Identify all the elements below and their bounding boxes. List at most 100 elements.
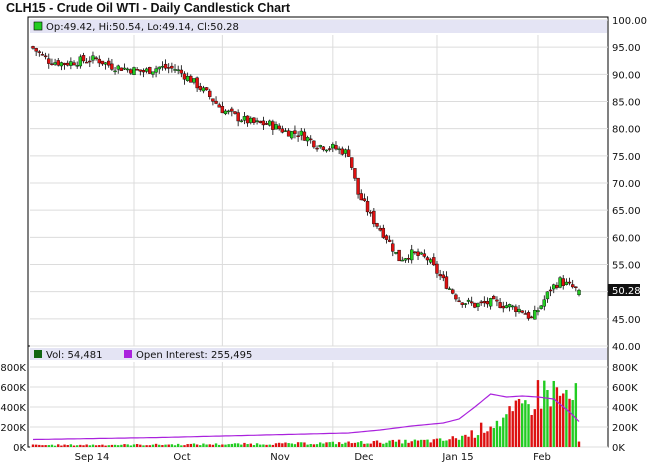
candle-body xyxy=(125,68,130,71)
candle-body xyxy=(239,120,244,123)
candle-body xyxy=(346,149,351,157)
last-price-label: 50.28 xyxy=(612,286,641,297)
candle-body xyxy=(312,140,316,148)
volume-bar xyxy=(120,444,123,447)
volume-bar xyxy=(255,443,259,447)
volume-bar xyxy=(265,444,268,447)
candle-body xyxy=(233,111,237,114)
volume-bar xyxy=(476,435,480,447)
volume-bar xyxy=(397,439,401,447)
candle-body xyxy=(245,115,250,124)
candle-body xyxy=(204,87,209,91)
volume-bar xyxy=(173,445,177,447)
price-tick-label: 75.00 xyxy=(612,152,641,163)
candle-body xyxy=(368,212,373,214)
volume-tick-label-right: 200K xyxy=(612,423,638,434)
volume-bar xyxy=(454,438,458,447)
candle-body xyxy=(375,223,379,227)
volume-bar xyxy=(483,432,486,447)
volume-bar xyxy=(322,443,325,447)
candle-body xyxy=(469,301,474,304)
candle-body xyxy=(255,120,259,122)
volume-bar xyxy=(565,389,568,447)
candle-body xyxy=(529,316,534,319)
candle-body xyxy=(495,299,499,302)
volume-bar xyxy=(199,445,202,447)
volume-bar xyxy=(230,443,234,447)
volume-bar xyxy=(325,442,328,447)
volume-bar xyxy=(60,445,63,447)
date-tick-label: Nov xyxy=(270,452,290,463)
volume-bar xyxy=(284,442,287,447)
date-tick-label: Jan 15 xyxy=(441,452,473,463)
candle-body xyxy=(542,299,546,307)
volume-bar xyxy=(161,445,164,447)
candle-body xyxy=(277,125,281,130)
volume-bar xyxy=(331,441,335,447)
candle-body xyxy=(151,71,155,75)
volume-bar xyxy=(473,437,477,447)
volume-bar xyxy=(243,442,246,447)
candle-body xyxy=(132,67,136,76)
volume-bar xyxy=(502,417,505,447)
volume-bar xyxy=(186,444,189,447)
candle-body xyxy=(305,137,310,142)
candle-body xyxy=(403,258,408,261)
candle-body xyxy=(179,69,184,74)
volume-bar xyxy=(530,414,533,447)
candle-body xyxy=(394,252,398,254)
candle-body xyxy=(189,75,193,83)
volume-bar xyxy=(145,445,148,447)
candle-body xyxy=(391,243,395,252)
volume-bar xyxy=(429,442,432,447)
candle-body xyxy=(271,121,275,130)
candle-body xyxy=(567,281,572,284)
candle-body xyxy=(337,148,341,151)
volume-bar xyxy=(82,445,85,447)
volume-bar xyxy=(129,445,133,447)
volume-tick-label-right: 0K xyxy=(612,443,625,454)
volume-legend-text: Vol: 54,481 xyxy=(46,350,103,361)
candle-body xyxy=(570,284,575,288)
candle-body xyxy=(302,131,307,141)
candle-body xyxy=(195,77,199,89)
price-tick-label: 90.00 xyxy=(612,70,641,81)
volume-bar xyxy=(369,443,372,447)
volume-bar xyxy=(508,406,511,447)
price-tick-label: 65.00 xyxy=(612,206,641,217)
volume-bar xyxy=(438,438,442,447)
price-panel-frame xyxy=(27,16,609,347)
candle-body xyxy=(173,69,177,71)
candle-body xyxy=(422,253,427,257)
candle-body xyxy=(485,301,490,305)
candle-body xyxy=(91,55,95,61)
volume-bar xyxy=(337,442,341,447)
candle-body xyxy=(75,65,79,67)
volume-bar xyxy=(407,442,410,447)
candle-body xyxy=(69,61,73,66)
volume-bar xyxy=(435,438,439,447)
volume-bar xyxy=(539,408,543,447)
volume-bar xyxy=(461,435,464,447)
candle-body xyxy=(261,120,266,126)
volume-bar xyxy=(416,440,420,447)
candle-body xyxy=(236,112,240,122)
candle-body xyxy=(318,145,322,148)
volume-bar xyxy=(180,445,183,447)
volume-bar xyxy=(72,445,76,447)
candle-body xyxy=(160,65,165,68)
volume-bar xyxy=(101,444,104,447)
volume-bar xyxy=(457,439,461,447)
candle-body xyxy=(514,306,518,313)
volume-bar xyxy=(281,443,284,447)
candle-body xyxy=(107,60,111,66)
candle-body xyxy=(144,68,149,72)
volume-bar xyxy=(486,431,489,447)
price-tick-label: 45.00 xyxy=(612,315,641,326)
volume-bar xyxy=(249,443,252,447)
candle-body xyxy=(327,148,332,150)
volume-bar xyxy=(353,442,357,447)
last-price-marker xyxy=(608,284,640,296)
volume-tick-label-right: 400K xyxy=(612,403,638,414)
candle-body xyxy=(129,69,133,74)
